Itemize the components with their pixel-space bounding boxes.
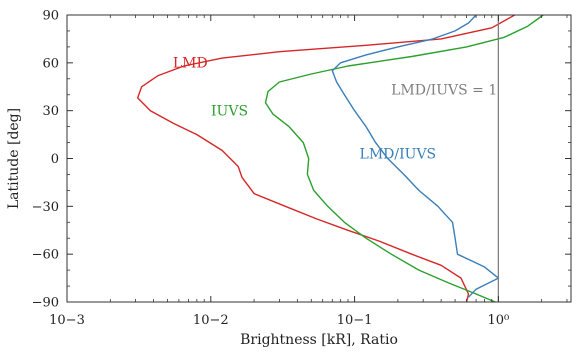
x-tick-label: 10−3 (49, 313, 85, 328)
y-tick-label: −90 (32, 296, 59, 311)
series-layer (136, 14, 544, 303)
series-line-lmd (136, 14, 516, 303)
y-tick-label: −30 (32, 200, 59, 215)
plot-frame (66, 14, 572, 303)
y-tick-label: −60 (32, 248, 59, 263)
x-axis-label: Brightness [kR], Ratio (240, 332, 398, 348)
y-tick-label: 30 (42, 104, 59, 119)
x-tick-label: 10−2 (193, 313, 229, 328)
reference-line-label: LMD/IUVS = 1 (391, 83, 497, 99)
series-line-iuvs (264, 14, 544, 303)
x-tick-label: 10−1 (337, 313, 373, 328)
series-label-lmd-iuvs: LMD/IUVS (360, 147, 437, 163)
y-tick-label: 90 (42, 9, 59, 24)
x-tick-label: 10⁰ (487, 313, 509, 328)
series-label-iuvs: IUVS (211, 103, 248, 119)
series-label-lmd: LMD (173, 56, 208, 72)
y-tick-label: 0 (51, 152, 59, 167)
y-axis-label: Latitude [deg] (6, 108, 22, 209)
ticks-layer (66, 14, 571, 303)
y-tick-label: 60 (42, 56, 59, 71)
series-line-lmd-iuvs (331, 14, 500, 298)
labels-layer: 10−3 10−2 10−1 10⁰ −90 −60 −30 0 30 60 90 LMD IUVS LM… (32, 9, 510, 329)
